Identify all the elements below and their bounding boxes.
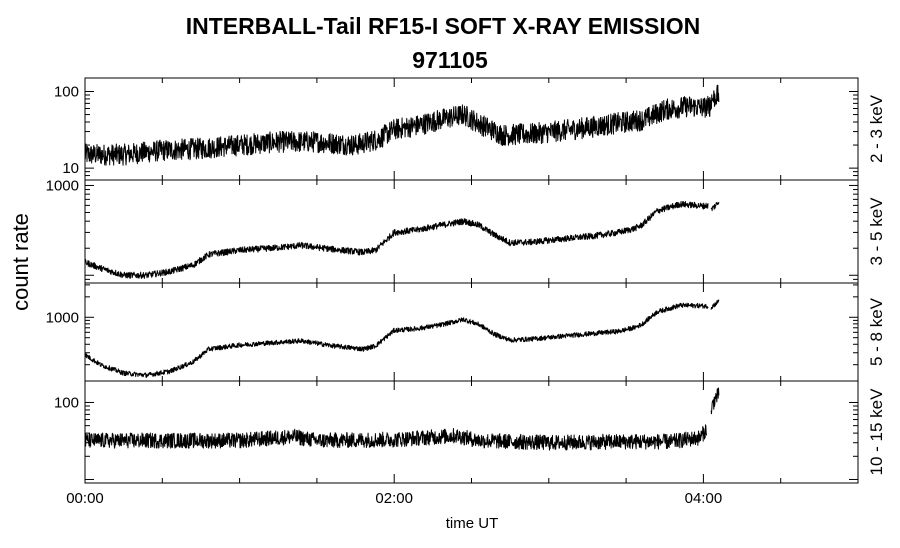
y-tick-label: 10 [62, 160, 79, 177]
y-tick-label: 1000 [46, 309, 79, 326]
panel-2: 1000 3 - 5 keV [46, 177, 886, 284]
panel-4: 100 10 - 15 keV [54, 380, 886, 484]
energy-band-label: 5 - 8 keV [867, 297, 886, 366]
panel-1: 10 100 2 - 3 keV [54, 77, 886, 181]
series-trace-1 [85, 302, 709, 379]
chart-title: INTERBALL-Tail RF15-I SOFT X-RAY EMISSIO… [186, 13, 701, 39]
energy-band-label: 2 - 3 keV [867, 94, 886, 163]
series-trace-1 [85, 200, 709, 279]
panels-group: 10 100 2 - 3 keV 1000 3 - 5 keV 1000 5 - 8 keV… [46, 77, 886, 484]
energy-band-label: 10 - 15 keV [867, 388, 886, 476]
series-trace-1 [85, 95, 712, 166]
y-tick-label: 100 [54, 394, 79, 411]
x-axis-label: time UT [446, 515, 499, 532]
series-trace-2 [710, 299, 720, 310]
x-tick-label: 04:00 [685, 490, 723, 507]
series-trace-2 [710, 387, 720, 415]
panel-frame [84, 282, 859, 382]
y-tick-label: 100 [54, 83, 79, 100]
y-tick-label: 1000 [46, 177, 79, 194]
energy-band-label: 3 - 5 keV [867, 197, 886, 266]
panel-3: 1000 5 - 8 keV [46, 282, 886, 382]
series-trace-2 [707, 84, 720, 114]
panel-frame [84, 380, 859, 484]
series-trace-2 [710, 202, 720, 212]
x-tick-label: 02:00 [375, 490, 413, 507]
chart-subtitle: 971105 [412, 47, 488, 73]
series-trace-1 [85, 424, 707, 451]
x-tick-labels: 00:00 02:00 04:00 [66, 490, 722, 507]
x-tick-label: 00:00 [66, 490, 104, 507]
panel-frame [84, 179, 859, 284]
y-axis-label: count rate [8, 213, 33, 311]
